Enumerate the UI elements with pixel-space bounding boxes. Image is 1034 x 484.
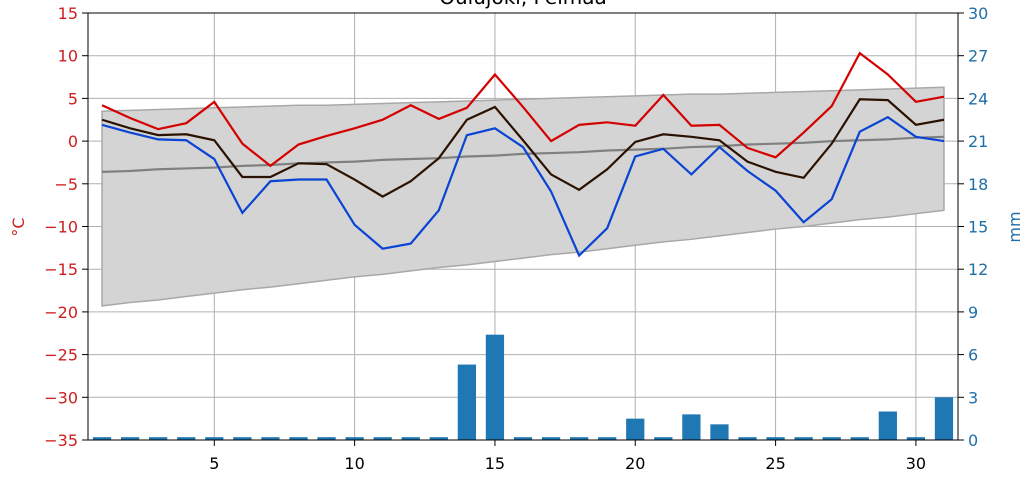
bar (149, 437, 168, 440)
bar (541, 437, 561, 440)
bar (205, 437, 224, 440)
y-axis-label: °C (9, 217, 28, 236)
bar (850, 437, 869, 440)
chart-title: Oulujoki, Pelmaa (439, 0, 607, 9)
bar (92, 437, 112, 440)
x-tick-label: 30 (906, 454, 926, 473)
bar (710, 424, 729, 440)
bar (822, 437, 841, 440)
y2-axis-label: mm (1005, 211, 1024, 242)
y2-tick-label: 30 (968, 4, 988, 23)
bar (289, 437, 308, 440)
y-tick-label: 15 (58, 4, 78, 23)
bar (626, 418, 645, 440)
normal-range-band (101, 86, 945, 307)
y2-tick-label: 21 (968, 132, 988, 151)
y-tick-label: 5 (68, 89, 78, 108)
bar (120, 437, 140, 440)
bar (429, 437, 448, 440)
bar (345, 437, 364, 440)
y2-tick-label: 24 (968, 89, 988, 108)
bar (598, 437, 617, 440)
bar (682, 414, 701, 440)
bar (233, 437, 252, 440)
y-tick-label: 10 (58, 47, 78, 66)
x-tick-label: 10 (344, 454, 364, 473)
line (101, 135, 945, 173)
bar (457, 364, 476, 440)
y-tick-label: −15 (44, 260, 78, 279)
plot-frame (87, 12, 959, 441)
y2-tick-label: 27 (968, 47, 988, 66)
bar (177, 437, 196, 440)
bar (401, 437, 420, 440)
y-tick-label: −30 (44, 388, 78, 407)
bar (794, 437, 813, 440)
bar (738, 437, 757, 440)
y-tick-label: −10 (44, 218, 78, 237)
y-tick-label: −25 (44, 346, 78, 365)
bar (934, 397, 954, 440)
y2-tick-label: 6 (968, 346, 978, 365)
y-tick-label: −5 (54, 175, 78, 194)
bar (261, 437, 280, 440)
bar (654, 437, 673, 440)
bar (878, 411, 897, 440)
x-tick-label: 5 (209, 454, 219, 473)
y2-tick-label: 9 (968, 303, 978, 322)
y2-tick-label: 15 (968, 218, 988, 237)
y-tick-label: 0 (68, 132, 78, 151)
bar (766, 437, 785, 440)
bar (513, 437, 533, 440)
line (101, 51, 945, 168)
y2-tick-label: 12 (968, 260, 988, 279)
line (101, 115, 945, 258)
bar (373, 437, 392, 440)
y2-tick-label: 0 (968, 431, 978, 450)
bar (570, 437, 589, 440)
y-tick-label: −20 (44, 303, 78, 322)
y2-tick-label: 3 (968, 388, 978, 407)
bar (906, 437, 926, 440)
x-tick-label: 25 (765, 454, 785, 473)
bar (485, 334, 505, 440)
x-tick-label: 20 (625, 454, 645, 473)
y-tick-label: −35 (44, 431, 78, 450)
x-tick-label: 15 (485, 454, 505, 473)
line (101, 98, 945, 198)
y2-tick-label: 18 (968, 175, 988, 194)
bar (317, 437, 336, 440)
